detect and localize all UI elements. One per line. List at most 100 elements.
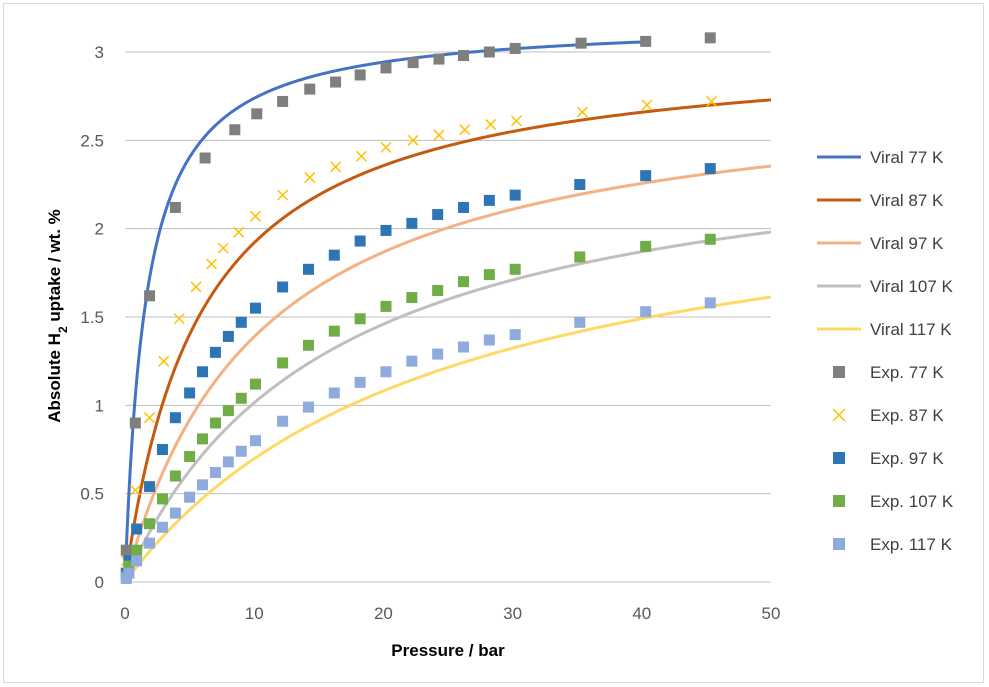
x-tick-label: 40 bbox=[632, 604, 651, 623]
data-point bbox=[641, 99, 653, 111]
x-tick-label: 0 bbox=[120, 604, 129, 623]
data-point-stroke bbox=[304, 171, 316, 183]
y-tick-label: 0 bbox=[95, 573, 104, 592]
legend-entry: Viral 107 K bbox=[817, 277, 954, 296]
legend-entry: Viral 77 K bbox=[817, 148, 944, 167]
data-point bbox=[704, 32, 716, 44]
data-point bbox=[249, 435, 261, 447]
data-point bbox=[217, 242, 229, 254]
x-axis-title: Pressure / bar bbox=[391, 641, 505, 660]
y-tick-label: 2 bbox=[95, 220, 104, 239]
data-point bbox=[209, 466, 221, 478]
legend-entry: Exp. 87 K bbox=[832, 406, 944, 425]
data-point-stroke bbox=[576, 106, 588, 118]
data-point bbox=[249, 210, 262, 222]
data-point bbox=[330, 76, 342, 88]
data-point bbox=[144, 290, 156, 302]
legend-label: Exp. 87 K bbox=[870, 406, 944, 425]
legend: Viral 77 K Viral 87 K Viral 97 K Viral 107 … bbox=[817, 148, 954, 554]
data-point bbox=[458, 276, 470, 288]
data-point bbox=[354, 376, 366, 388]
data-point-stroke bbox=[277, 189, 289, 201]
legend-swatch bbox=[833, 495, 845, 507]
data-point bbox=[129, 417, 141, 429]
data-point-stroke bbox=[249, 210, 262, 222]
data-point bbox=[355, 150, 367, 162]
data-point bbox=[302, 401, 314, 413]
data-point bbox=[197, 366, 209, 378]
legend-label: Exp. 117 K bbox=[870, 535, 953, 554]
data-point bbox=[706, 95, 718, 107]
legend-label: Viral 117 K bbox=[870, 320, 952, 339]
data-point bbox=[235, 316, 247, 328]
legend-label: Viral 107 K bbox=[870, 277, 954, 296]
data-point bbox=[433, 53, 445, 65]
data-point-stroke bbox=[510, 115, 523, 127]
fit-curve bbox=[123, 40, 649, 583]
data-point bbox=[156, 521, 168, 533]
data-point bbox=[156, 493, 168, 505]
y-tick-labels: 0 0.5 1 1.5 2 2.5 3 bbox=[80, 43, 104, 592]
data-point bbox=[483, 334, 495, 346]
data-points bbox=[120, 32, 718, 584]
data-point bbox=[302, 339, 314, 351]
data-point bbox=[302, 263, 314, 275]
data-point bbox=[328, 325, 340, 337]
data-point bbox=[380, 62, 392, 74]
data-point bbox=[574, 179, 586, 190]
y-tick-label: 1.5 bbox=[80, 308, 104, 327]
data-point bbox=[144, 537, 156, 549]
data-point bbox=[169, 412, 181, 424]
fit-curve bbox=[123, 98, 772, 583]
y-tick-label: 1 bbox=[95, 396, 104, 415]
legend-entry: Exp. 77 K bbox=[833, 363, 944, 382]
data-point bbox=[131, 544, 143, 556]
data-point bbox=[509, 263, 521, 275]
data-point bbox=[233, 226, 245, 238]
legend-label: Exp. 107 K bbox=[870, 492, 954, 511]
fit-curve bbox=[123, 164, 772, 583]
data-point-stroke bbox=[641, 99, 653, 111]
data-point bbox=[640, 306, 652, 318]
data-point bbox=[144, 412, 156, 424]
data-point-stroke bbox=[380, 141, 392, 153]
data-point bbox=[304, 83, 316, 95]
y-axis-title: Absolute H2 uptake / wt. % bbox=[45, 209, 70, 423]
data-point bbox=[144, 481, 156, 493]
y-tick-label: 2.5 bbox=[80, 131, 104, 150]
data-point bbox=[406, 292, 418, 304]
data-point bbox=[704, 297, 716, 309]
data-point-stroke bbox=[144, 412, 156, 424]
data-point bbox=[509, 329, 521, 341]
legend-swatch bbox=[833, 538, 845, 550]
data-point bbox=[120, 544, 132, 556]
data-point bbox=[483, 269, 495, 281]
data-point bbox=[458, 50, 470, 62]
data-point bbox=[328, 387, 340, 399]
data-point bbox=[129, 484, 141, 496]
data-point bbox=[123, 560, 135, 572]
y-axis-title-subscript: 2 bbox=[56, 326, 70, 333]
data-point bbox=[277, 95, 289, 107]
data-point bbox=[640, 170, 652, 182]
data-point bbox=[406, 355, 418, 367]
data-point bbox=[206, 258, 218, 270]
fit-curves bbox=[123, 40, 772, 583]
data-point bbox=[277, 281, 289, 293]
data-point bbox=[209, 417, 221, 429]
data-point bbox=[156, 444, 168, 455]
data-point bbox=[277, 357, 289, 369]
data-point bbox=[249, 302, 261, 314]
legend-entry: Viral 97 K bbox=[817, 234, 944, 253]
data-point bbox=[458, 201, 470, 213]
data-point bbox=[235, 445, 247, 457]
y-axis-title-rest: uptake / wt. % bbox=[45, 209, 64, 326]
legend-label: Viral 77 K bbox=[870, 148, 944, 167]
y-axis-title-main: Absolute H bbox=[45, 333, 64, 423]
data-point bbox=[406, 217, 418, 229]
data-point bbox=[704, 233, 716, 245]
data-point-stroke bbox=[206, 258, 218, 270]
data-point bbox=[407, 57, 419, 69]
legend-swatch bbox=[833, 366, 845, 378]
